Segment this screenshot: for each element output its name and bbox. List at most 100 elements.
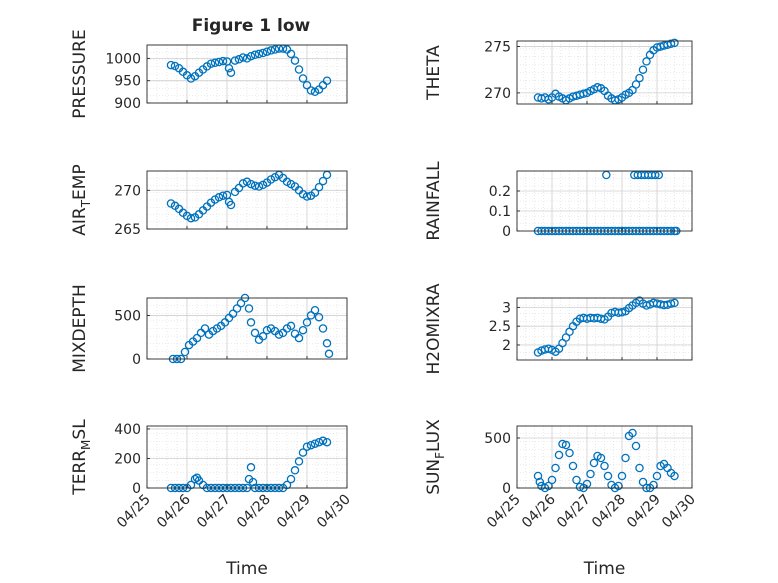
subplot-6: 2 2.5 3 H2OMIXRA — [424, 283, 693, 375]
data-point — [642, 57, 651, 66]
y-axis-label: PRESSURE — [70, 29, 90, 118]
y-tick-label: 500 — [114, 308, 141, 324]
data-point — [631, 441, 641, 451]
data-point — [250, 50, 260, 60]
data-point — [294, 457, 304, 466]
data-point — [628, 428, 637, 438]
data-point — [586, 469, 595, 479]
axes-box — [146, 170, 348, 230]
data-point — [290, 56, 300, 65]
data-point — [262, 47, 272, 56]
data-point — [248, 477, 258, 487]
data-point — [254, 182, 264, 191]
y-tick-label: 900 — [114, 96, 141, 112]
data-point — [561, 440, 571, 450]
data-point — [670, 38, 679, 48]
data-point — [226, 68, 236, 77]
data-point — [310, 305, 320, 315]
data-point — [232, 304, 242, 313]
subplot-1: 900 950 1000 PRESSURE — [70, 29, 348, 119]
data-point — [593, 83, 602, 92]
data-point — [314, 437, 324, 447]
subplot-2: 270 275 THETA — [424, 38, 693, 105]
data-point — [236, 298, 246, 308]
data-point — [302, 192, 312, 201]
data-point — [210, 58, 220, 68]
axes-box — [516, 170, 693, 232]
y-tick-label: 400 — [114, 422, 141, 438]
y-axis-label: RAINFALL — [424, 161, 444, 241]
data-point — [298, 325, 308, 335]
data-point — [568, 461, 578, 471]
data-point — [186, 213, 196, 223]
y-tick-label: 265 — [114, 222, 141, 238]
data-point — [302, 80, 312, 90]
data-point — [190, 474, 200, 484]
data-point — [270, 45, 280, 54]
axes-box — [146, 44, 348, 104]
data-point — [670, 471, 679, 481]
x-axis-label: Time — [583, 559, 626, 579]
data-point — [294, 333, 304, 343]
data-point — [218, 56, 228, 66]
data-point — [298, 74, 308, 83]
data-point — [286, 474, 296, 484]
figure-title: Figure 1 low — [192, 16, 311, 36]
data-point — [310, 439, 320, 448]
data-point — [302, 318, 312, 327]
data-point — [318, 436, 328, 446]
y-tick-label: 0 — [502, 224, 511, 240]
data-point — [600, 461, 609, 471]
data-point — [670, 298, 679, 308]
data-point — [558, 439, 567, 449]
data-point — [306, 440, 316, 450]
data-point — [238, 53, 248, 62]
data-point — [617, 471, 627, 481]
subplot-4: 0 0.1 0.2 RAINFALL — [424, 161, 693, 241]
data-point — [589, 458, 599, 468]
data-point — [642, 301, 651, 310]
data-point — [234, 55, 244, 64]
data-point — [554, 450, 564, 460]
y-axis-label: TERRMSL — [70, 419, 93, 496]
data-point — [596, 453, 606, 463]
data-point — [250, 328, 260, 338]
data-point — [214, 57, 224, 67]
data-point — [290, 466, 300, 475]
data-point — [322, 437, 332, 447]
y-tick-label: 1000 — [105, 51, 141, 67]
axes-box — [516, 297, 693, 361]
data-point — [228, 309, 238, 318]
data-point — [551, 463, 560, 473]
data-point — [603, 471, 613, 481]
data-point — [306, 311, 316, 320]
data-point — [318, 324, 328, 333]
y-tick-label: 200 — [114, 451, 141, 467]
data-point — [258, 48, 268, 58]
y-axis-label: THETA — [424, 45, 444, 101]
y-axis-label: MIXDEPTH — [70, 284, 90, 373]
data-point — [180, 347, 190, 357]
data-point — [547, 475, 557, 485]
data-point — [314, 182, 324, 192]
data-point — [214, 193, 224, 202]
y-tick-label: 275 — [484, 40, 511, 56]
data-point — [238, 179, 248, 188]
data-point — [246, 318, 256, 327]
data-point — [635, 73, 644, 83]
data-point — [617, 308, 627, 317]
data-point — [218, 191, 228, 200]
y-tick-label: 270 — [484, 86, 511, 102]
data-point — [666, 39, 676, 49]
data-point — [246, 51, 256, 61]
y-axis-label: SUNFLUX — [424, 419, 447, 495]
data-point — [226, 200, 236, 210]
data-point — [318, 176, 328, 186]
data-point — [266, 46, 276, 55]
axes-box — [146, 425, 348, 489]
data-point — [200, 324, 210, 333]
data-point — [306, 86, 316, 95]
data-point — [652, 471, 662, 481]
axes-box — [146, 297, 348, 360]
data-point — [254, 49, 264, 59]
